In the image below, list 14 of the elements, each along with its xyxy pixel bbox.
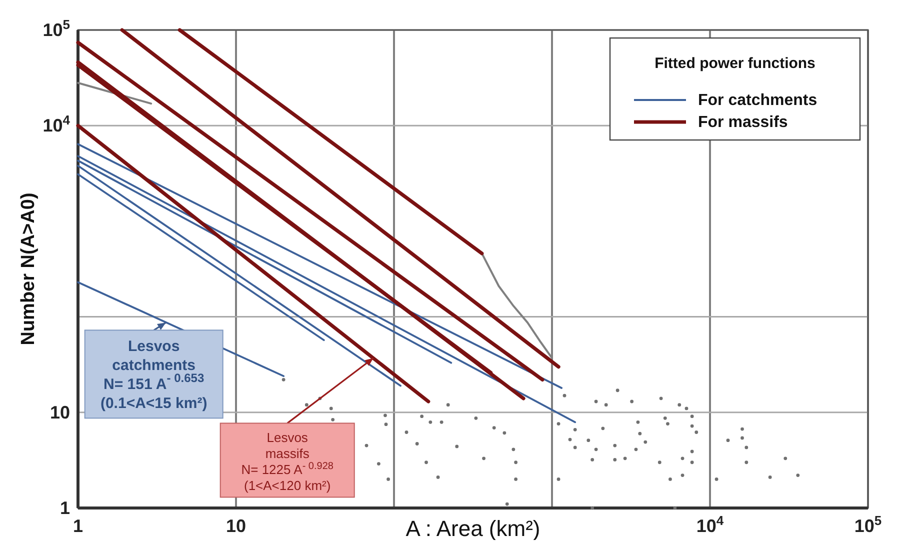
y-tick-label: 1 <box>60 498 70 518</box>
y-axis-title: Number N(A>A0) <box>18 192 39 346</box>
x-tick-label: 10 <box>226 516 246 536</box>
y-tick-label: 10$^{4}$ <box>42 112 71 136</box>
annotation: Lesvos catchments N= 151 A$^{- 0.653}$ (0.1<A<15 km²) <box>100 338 208 412</box>
x-tick-label: 10$^{5}$ <box>854 512 882 536</box>
annotation: Lesvos massifs N= 1225 A$^{- 0.928}$ (1<A<120 km²) <box>241 430 334 494</box>
legend-label: For massifs <box>698 114 788 131</box>
x-tick-label: 1 <box>72 516 84 536</box>
legend-label: For catchments <box>698 92 818 109</box>
x-tick-label: 10$^{4}$ <box>696 512 724 536</box>
y-tick-label: 10 <box>50 402 70 422</box>
y-tick-label: 10$^{5}$ <box>42 16 70 40</box>
legend-title: Fitted power functions <box>654 55 816 72</box>
